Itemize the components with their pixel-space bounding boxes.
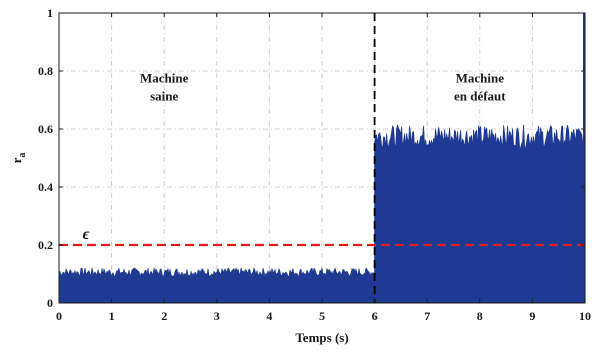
y-tick-label: 0.6	[38, 122, 53, 136]
region-annotation-line: Machine	[456, 71, 505, 86]
x-tick-label: 3	[214, 309, 220, 323]
x-tick-label: 0	[56, 309, 62, 323]
x-tick-label: 10	[579, 309, 591, 323]
x-tick-label: 6	[372, 309, 378, 323]
x-tick-label: 4	[266, 309, 272, 323]
x-tick-label: 5	[319, 309, 325, 323]
region-annotation-line: Machine	[140, 71, 189, 86]
y-axis-label-subscript: a	[17, 153, 28, 158]
y-axis-label: ra	[9, 153, 28, 164]
annotations: Machine saine Machine en défaut	[140, 71, 506, 104]
x-tick-label: 1	[109, 309, 115, 323]
x-tick-label: 2	[161, 309, 167, 323]
region-annotation-line: saine	[150, 89, 178, 104]
x-tick-label: 8	[477, 309, 483, 323]
y-tick-label: 0.8	[38, 64, 53, 78]
region-annotation: Machine saine	[140, 71, 189, 104]
axis-ticks: 0 1 2 3 4 5 6 7 8 9 10 0 0.2 0.4 0.6 0.8 1	[38, 6, 591, 323]
threshold-epsilon-label: ϵ	[83, 226, 90, 243]
signal-segment	[374, 124, 586, 304]
y-tick-label: 0.2	[38, 238, 53, 252]
y-tick-label: 0.4	[38, 180, 53, 194]
reference-lines	[59, 13, 585, 303]
y-axis-label-main: r	[9, 157, 24, 163]
signal-series	[58, 13, 586, 304]
y-tick-label: 1	[47, 6, 53, 20]
x-tick-label: 7	[424, 309, 430, 323]
x-axis-label: Temps (s)	[295, 330, 348, 345]
region-annotation-line: en défaut	[454, 89, 506, 104]
y-tick-label: 0	[47, 296, 53, 310]
region-annotation: Machine en défaut	[454, 71, 506, 104]
signal-segment	[58, 267, 375, 304]
x-tick-label: 9	[529, 309, 535, 323]
